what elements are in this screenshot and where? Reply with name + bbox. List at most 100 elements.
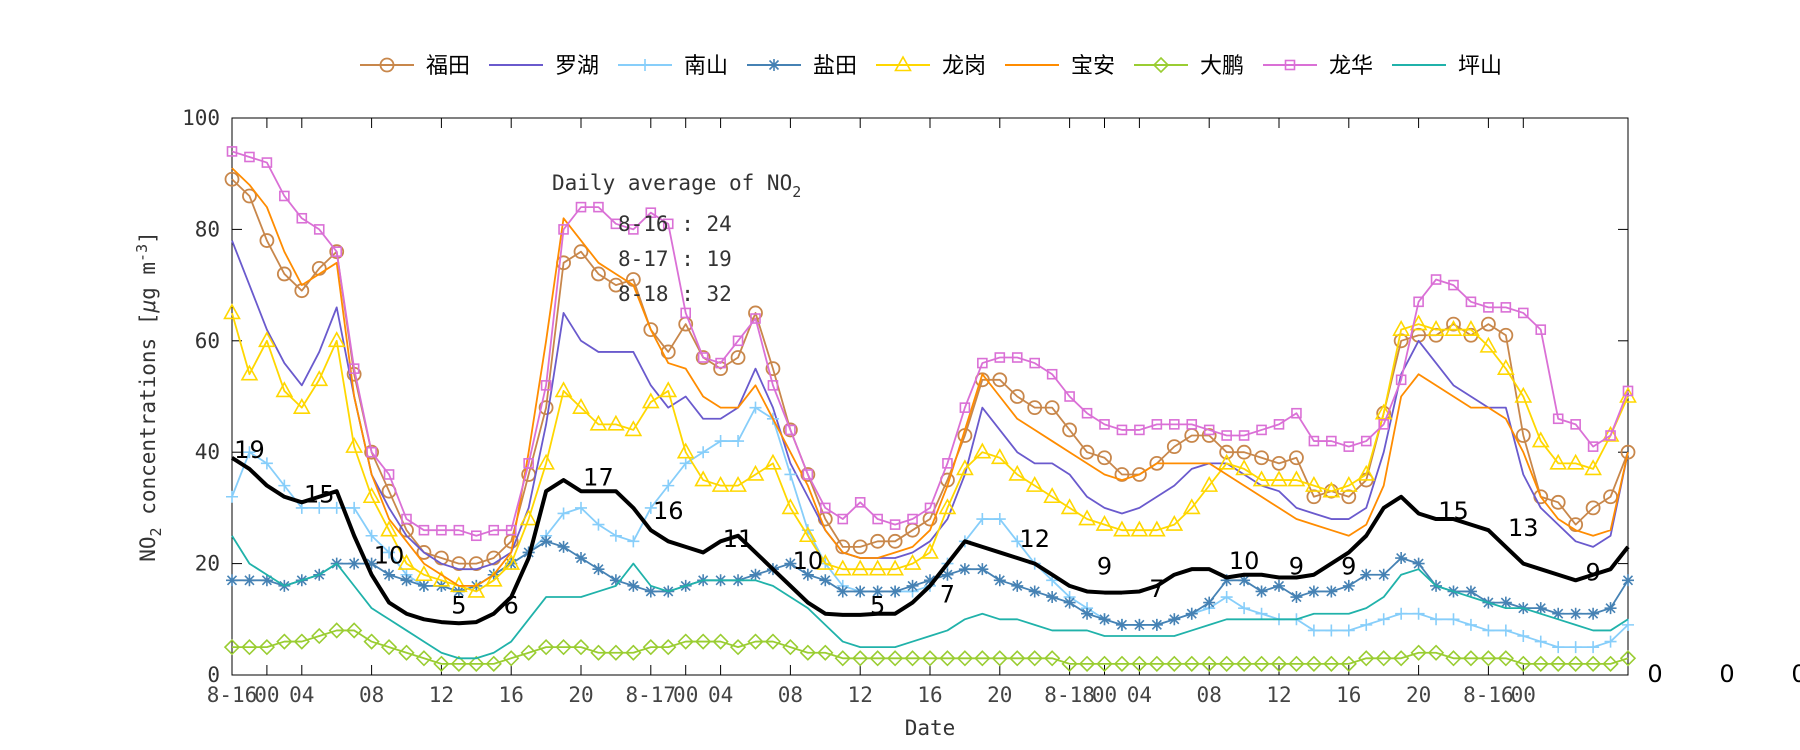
data-point (1064, 391, 1075, 402)
data-point (260, 457, 273, 470)
data-point (677, 633, 694, 650)
data-point (1063, 596, 1076, 609)
data-point (593, 201, 604, 213)
data-point (242, 188, 257, 204)
data-point (223, 303, 241, 320)
data-point (1409, 314, 1428, 331)
data-point (1518, 307, 1529, 319)
data-point (590, 644, 607, 661)
data-point (834, 650, 851, 667)
data-point (449, 576, 468, 593)
data-point (781, 498, 800, 515)
data-point (644, 501, 657, 514)
x-tick-label: 04 (1127, 683, 1152, 707)
data-point (609, 529, 622, 542)
legend-label: 罗湖 (555, 54, 599, 79)
data-point (991, 650, 1008, 667)
legend-item: 南山 (618, 54, 728, 79)
data-point (1238, 574, 1251, 587)
data-point (660, 639, 677, 656)
data-point (729, 639, 747, 656)
data-point (973, 442, 992, 459)
data-point (415, 650, 433, 667)
data-point (417, 579, 430, 592)
data-point (1273, 579, 1285, 592)
data-point (485, 655, 502, 672)
legend-label: 南山 (684, 54, 728, 79)
data-point (537, 639, 555, 656)
data-point (226, 490, 238, 503)
data-point (1284, 59, 1296, 71)
data-point (575, 552, 587, 565)
data-point (852, 539, 868, 555)
data-point (639, 59, 651, 71)
data-point (1081, 407, 1093, 419)
data-point (1412, 607, 1425, 620)
data-point (1238, 602, 1251, 615)
data-point (906, 579, 919, 592)
data-point (903, 553, 922, 570)
data-point (1498, 327, 1514, 343)
series-line (231, 240, 1629, 571)
data-point (1552, 607, 1565, 620)
data-point (1219, 444, 1235, 460)
data-point (1552, 413, 1564, 425)
data-point (939, 650, 956, 667)
data-point (642, 639, 659, 656)
data-point (450, 655, 467, 672)
data-point (1604, 602, 1617, 615)
legend-label: 坪山 (1458, 54, 1502, 79)
data-point (976, 513, 989, 526)
x-tick-label: 08 (1197, 683, 1222, 707)
series-福田 (224, 171, 1636, 571)
y-tick-label: 60 (195, 329, 220, 353)
data-point (764, 633, 782, 650)
line-value-label: 17 (583, 464, 614, 492)
data-point (1603, 489, 1618, 505)
data-point (362, 487, 381, 504)
data-point (924, 574, 936, 587)
series-宝安 (231, 167, 1629, 587)
data-point (261, 157, 273, 168)
data-point (1098, 613, 1111, 626)
data-point (592, 563, 605, 576)
data-point (1622, 385, 1634, 397)
data-point (243, 574, 256, 587)
data-point (244, 151, 255, 163)
data-point (226, 146, 238, 157)
data-point (1395, 552, 1408, 565)
line-value-label: 15 (304, 480, 335, 508)
bold-line-labels: 19 15 10 5 6 17 16 11 10 5 7 12 9 7 10 9 9 15 13 9 (234, 436, 1601, 620)
data-point (1326, 435, 1337, 447)
data-point (365, 557, 378, 570)
data-point (433, 655, 450, 672)
data-point (1252, 470, 1271, 487)
data-point (712, 633, 729, 650)
data-point (348, 501, 361, 514)
data-point (1220, 574, 1233, 587)
data-point (1569, 607, 1582, 620)
data-point (292, 397, 311, 414)
right-label: 0 (1647, 660, 1662, 688)
data-point (467, 581, 486, 598)
data-point (1271, 455, 1287, 471)
line-value-label: 5 (451, 592, 466, 620)
legend-item: 龙岗 (876, 54, 986, 79)
data-point (1253, 655, 1270, 672)
data-point (627, 579, 640, 592)
data-point (279, 190, 290, 202)
data-point (380, 639, 398, 656)
data-point (383, 546, 396, 559)
legend-item: 宝安 (1005, 54, 1115, 79)
data-point (1236, 444, 1252, 460)
data-point (956, 650, 974, 667)
data-point (1008, 464, 1027, 481)
data-point (868, 559, 887, 576)
data-point (1307, 624, 1320, 637)
data-point (662, 218, 674, 230)
data-point (1235, 459, 1253, 476)
data-point (1358, 650, 1375, 667)
legend-label: 龙华 (1329, 54, 1373, 79)
data-point (924, 502, 936, 514)
data-point (383, 469, 395, 480)
